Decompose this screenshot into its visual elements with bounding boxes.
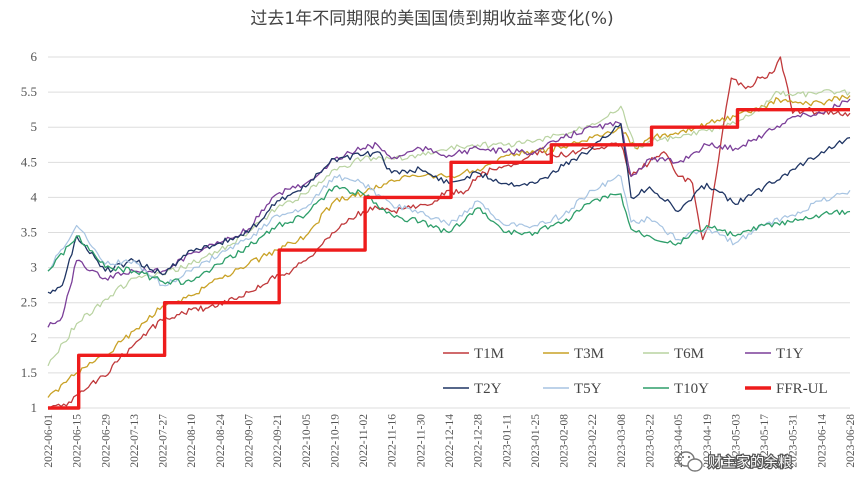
- y-tick-label: 6: [31, 49, 38, 64]
- x-tick-label: 2023-04-05: [673, 414, 685, 468]
- x-tick-label: 2022-06-01: [43, 414, 55, 468]
- y-tick-label: 1: [31, 400, 38, 415]
- series-line-t10y: [47, 185, 851, 285]
- y-tick-label: 4.5: [21, 154, 37, 169]
- y-tick-label: 1.5: [21, 365, 37, 380]
- x-tick-label: 2022-06-29: [100, 414, 112, 468]
- x-tick-label: 2022-10-05: [301, 414, 313, 468]
- legend-item: T3M: [543, 346, 604, 362]
- legend-label: T10Y: [674, 381, 709, 397]
- x-tick-label: 2023-04-19: [702, 414, 714, 468]
- x-tick-label: 2022-12-14: [444, 414, 456, 468]
- x-tick-label: 2022-10-19: [329, 414, 341, 468]
- legend-item: FFR-UL: [745, 381, 828, 397]
- legend-item: T5Y: [543, 381, 602, 397]
- series-line-t2y: [47, 123, 851, 294]
- y-tick-label: 5: [31, 119, 38, 134]
- series-line-t1m: [47, 56, 851, 409]
- series-line-t5y: [47, 174, 851, 287]
- legend-label: T2Y: [474, 381, 502, 397]
- x-tick-label: 2022-11-30: [415, 414, 427, 467]
- legend-label: T1Y: [776, 346, 804, 362]
- series-lines: [47, 56, 851, 410]
- y-tick-label: 2: [31, 330, 38, 345]
- series-line-t6m: [47, 89, 851, 367]
- x-tick-label: 2023-02-22: [587, 414, 599, 468]
- legend-item: T6M: [643, 346, 704, 362]
- wechat-icon: [677, 451, 703, 472]
- y-tick-label: 2.5: [21, 295, 37, 310]
- legend-item: T1Y: [745, 346, 804, 362]
- chart-title: 过去1年不同期限的美国国债到期收益率变化(%): [250, 9, 613, 29]
- x-tick-label: 2022-09-21: [272, 414, 284, 468]
- y-tick-label: 5.5: [21, 84, 37, 99]
- y-tick-label: 4: [31, 189, 38, 204]
- x-tick-label: 2023-02-08: [559, 414, 571, 468]
- x-axis-ticks: 2022-06-01 2022-06-15 2022-06-29 2022-07-13…: [43, 414, 857, 468]
- x-tick-label: 2023-06-28: [845, 414, 857, 468]
- x-tick-label: 2022-11-02: [358, 414, 370, 467]
- x-tick-label: 2022-12-28: [473, 414, 485, 468]
- legend-label: FFR-UL: [776, 381, 828, 397]
- legend: T1M T3M T6M T1Y T2Y T5Y T10Y FFR-UL: [443, 346, 828, 397]
- watermark-text: 财主家的余粮: [708, 454, 792, 471]
- legend-label: T5Y: [574, 381, 602, 397]
- x-tick-label: 2022-07-13: [129, 414, 141, 468]
- legend-item: T1M: [443, 346, 504, 362]
- x-tick-label: 2022-08-24: [215, 414, 227, 468]
- x-tick-label: 2023-03-22: [645, 414, 657, 468]
- series-line-ffr-ul: [48, 107, 850, 410]
- y-axis-ticks: 1 1.5 2 2.5 3 3.5 4 4.5 5 5.5 6: [21, 49, 38, 415]
- legend-label: T1M: [474, 346, 504, 362]
- x-tick-label: 2023-01-11: [501, 414, 513, 467]
- series-line-t1y: [47, 98, 851, 328]
- x-tick-label: 2022-08-10: [186, 414, 198, 468]
- x-tick-label: 2023-05-31: [788, 414, 800, 468]
- x-tick-label: 2022-09-07: [244, 414, 256, 468]
- y-tick-label: 3: [31, 260, 38, 275]
- x-tick-label: 2022-06-15: [72, 414, 84, 468]
- x-tick-label: 2023-03-08: [616, 414, 628, 468]
- watermark: 财主家的余粮: [677, 451, 793, 472]
- y-tick-label: 3.5: [21, 225, 37, 240]
- x-tick-label: 2023-05-17: [759, 414, 771, 468]
- x-tick-label: 2023-06-14: [816, 414, 828, 468]
- x-tick-label: 2023-05-03: [730, 414, 742, 468]
- legend-item: T10Y: [643, 381, 709, 397]
- x-tick-label: 2023-01-25: [530, 414, 542, 468]
- x-tick-label: 2022-07-27: [158, 414, 170, 468]
- x-tick-label: 2022-11-16: [387, 414, 399, 467]
- legend-label: T3M: [574, 346, 604, 362]
- series-line-t3m: [47, 94, 851, 398]
- legend-label: T6M: [674, 346, 704, 362]
- legend-item: T2Y: [443, 381, 502, 397]
